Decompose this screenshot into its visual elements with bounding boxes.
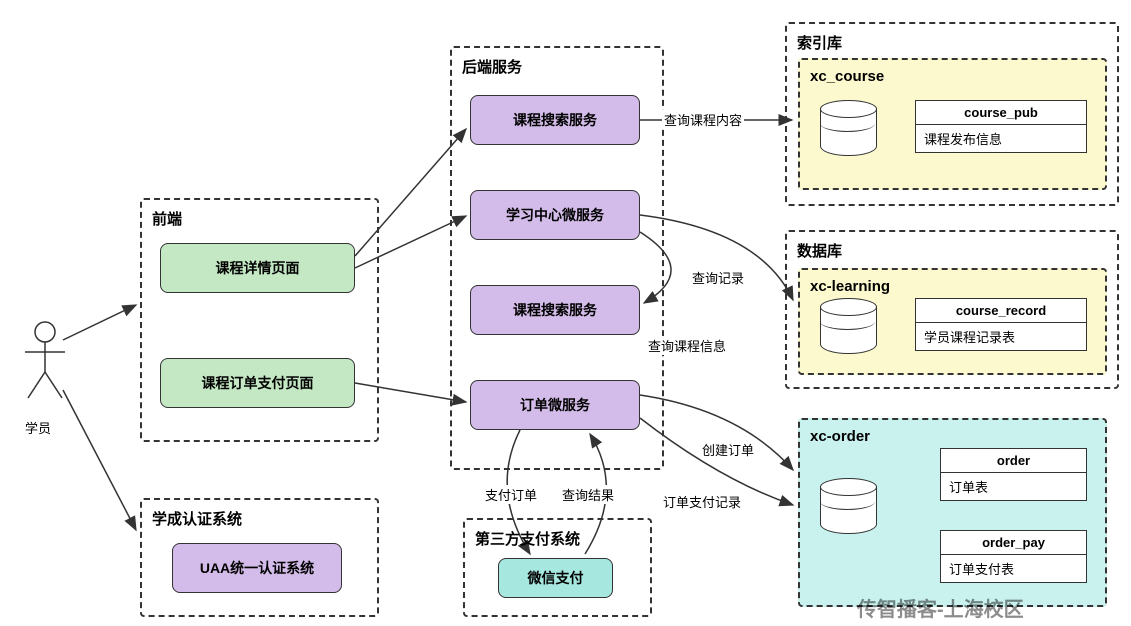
table-course-pub: course_pub 课程发布信息 [915, 100, 1087, 153]
node-label: 微信支付 [528, 568, 584, 588]
node-label: 课程详情页面 [216, 258, 300, 278]
node-label: 课程订单支付页面 [202, 373, 314, 393]
container-xc-learning-label: xc-learning [810, 278, 890, 295]
node-uaa: UAA统一认证系统 [172, 543, 342, 593]
edge-label-query-record: 查询记录 [690, 268, 746, 287]
node-course-detail: 课程详情页面 [160, 243, 355, 293]
table-title: order [941, 449, 1086, 473]
table-desc: 课程发布信息 [916, 125, 1086, 152]
edge-label-create-order: 创建订单 [700, 440, 756, 459]
db-learning-icon [820, 298, 875, 353]
edge-label-order-pay-record: 订单支付记录 [661, 492, 743, 511]
diagram-canvas: 学员 前端 课程详情页面 课程订单支付页面 后端服务 课程搜索服务 学习中心微服… [0, 0, 1131, 626]
edge-label-query-course-info: 查询课程信息 [646, 336, 728, 355]
table-order-pay: order_pay 订单支付表 [940, 530, 1087, 583]
watermark: 传智播客-上海校区 [857, 593, 1024, 622]
container-index-label: 索引库 [797, 32, 842, 53]
node-label: 订单微服务 [520, 395, 590, 415]
table-desc: 订单表 [941, 473, 1086, 500]
container-auth-label: 学成认证系统 [152, 508, 242, 529]
node-label: 课程搜索服务 [513, 110, 597, 130]
node-order-svc: 订单微服务 [470, 380, 640, 430]
container-xc-course-label: xc_course [810, 68, 884, 85]
container-database-label: 数据库 [797, 240, 842, 261]
actor-student [20, 320, 70, 420]
node-order-pay-page: 课程订单支付页面 [160, 358, 355, 408]
container-backend-label: 后端服务 [462, 56, 522, 77]
container-xc-order-label: xc-order [810, 428, 870, 445]
edge-label-query-result: 查询结果 [560, 485, 616, 504]
container-frontend-label: 前端 [152, 208, 182, 229]
table-title: order_pay [941, 531, 1086, 555]
node-search-svc2: 课程搜索服务 [470, 285, 640, 335]
table-desc: 订单支付表 [941, 555, 1086, 582]
node-label: 学习中心微服务 [506, 205, 604, 225]
node-label: 课程搜索服务 [513, 300, 597, 320]
db-course-icon [820, 100, 875, 155]
node-search-svc: 课程搜索服务 [470, 95, 640, 145]
table-order: order 订单表 [940, 448, 1087, 501]
node-wechat: 微信支付 [498, 558, 613, 598]
table-course-record: course_record 学员课程记录表 [915, 298, 1087, 351]
edge-label-query-course-content: 查询课程内容 [662, 110, 744, 129]
table-title: course_record [916, 299, 1086, 323]
db-order-icon [820, 478, 875, 533]
edge-label-pay-order: 支付订单 [483, 485, 539, 504]
node-learn-svc: 学习中心微服务 [470, 190, 640, 240]
table-title: course_pub [916, 101, 1086, 125]
container-thirdparty-label: 第三方支付系统 [475, 528, 580, 549]
table-desc: 学员课程记录表 [916, 323, 1086, 350]
node-label: UAA统一认证系统 [200, 558, 314, 578]
actor-label: 学员 [23, 418, 53, 437]
